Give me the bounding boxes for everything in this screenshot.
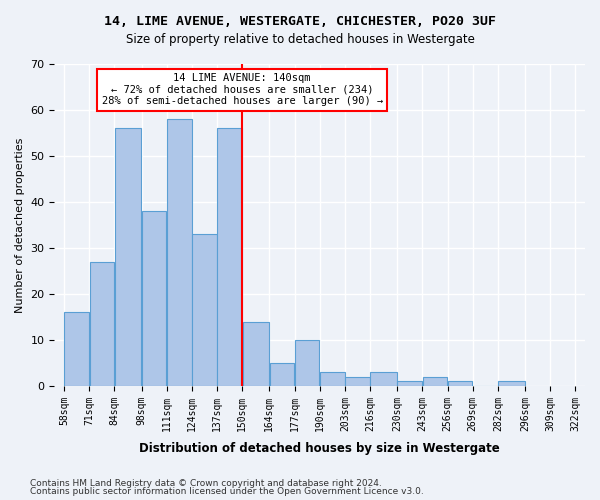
Text: Size of property relative to detached houses in Westergate: Size of property relative to detached ho… (125, 32, 475, 46)
Bar (89, 262, 114, 386)
Bar (295, 340, 319, 386)
Bar (422, 376, 447, 386)
Text: Contains public sector information licensed under the Open Government Licence v3: Contains public sector information licen… (30, 487, 424, 496)
Bar (115, 128, 141, 386)
Bar (498, 382, 524, 386)
Bar (320, 372, 344, 386)
Bar (397, 382, 422, 386)
Text: Contains HM Land Registry data © Crown copyright and database right 2024.: Contains HM Land Registry data © Crown c… (30, 478, 382, 488)
Bar (142, 211, 166, 386)
Bar (370, 372, 397, 386)
Bar (345, 376, 370, 386)
Y-axis label: Number of detached properties: Number of detached properties (15, 138, 25, 312)
Text: 14, LIME AVENUE, WESTERGATE, CHICHESTER, PO20 3UF: 14, LIME AVENUE, WESTERGATE, CHICHESTER,… (104, 15, 496, 28)
Bar (269, 363, 294, 386)
Bar (64, 312, 89, 386)
Bar (167, 119, 191, 386)
Bar (448, 382, 472, 386)
Text: 14 LIME AVENUE: 140sqm
← 72% of detached houses are smaller (234)
28% of semi-de: 14 LIME AVENUE: 140sqm ← 72% of detached… (101, 73, 383, 106)
Bar (192, 234, 217, 386)
X-axis label: Distribution of detached houses by size in Westergate: Distribution of detached houses by size … (139, 442, 500, 455)
Bar (242, 322, 269, 386)
Bar (217, 128, 242, 386)
